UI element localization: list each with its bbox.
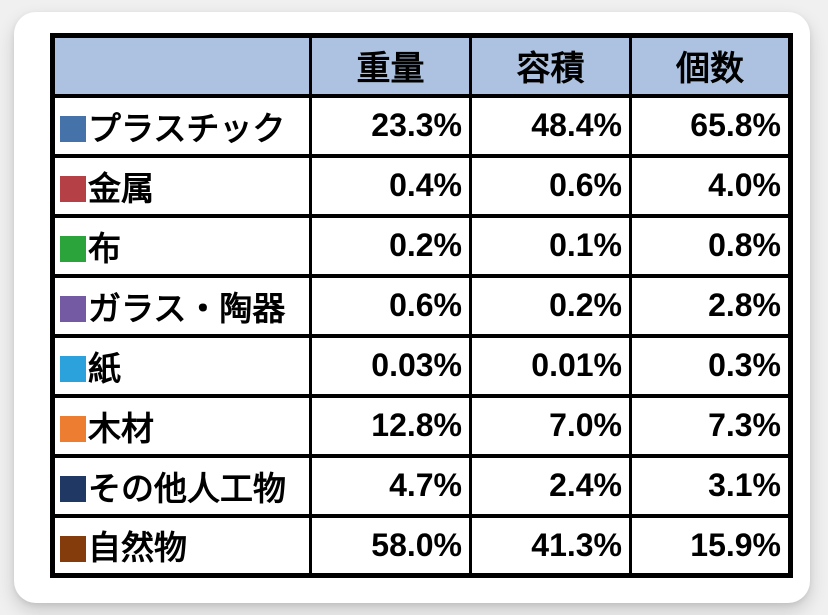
- cell-count: 2.8%: [629, 274, 792, 337]
- cell-count: 0.3%: [629, 334, 792, 397]
- row-label-text: 紙: [88, 349, 121, 387]
- cell-weight: 0.4%: [309, 154, 472, 217]
- legend-swatch-wood: [60, 415, 86, 442]
- cell-count: 0.8%: [629, 214, 792, 277]
- cell-weight: 0.6%: [309, 274, 472, 337]
- cell-count: 15.9%: [629, 514, 792, 577]
- legend-swatch-glass-ceramics: [60, 295, 86, 322]
- header-row: 重量 容積 個数: [51, 34, 792, 97]
- table-row: 金属 0.4% 0.6% 4.0%: [51, 154, 792, 217]
- row-label-metal: 金属: [51, 154, 312, 217]
- table-row: ガラス・陶器 0.6% 0.2% 2.8%: [51, 274, 792, 337]
- legend-swatch-other-artificial: [60, 475, 86, 502]
- row-label-text: その他人工物: [88, 469, 286, 507]
- header-volume: 容積: [469, 34, 632, 97]
- row-label-other-artificial: その他人工物: [51, 454, 312, 517]
- legend-swatch-natural: [60, 535, 86, 562]
- cell-volume: 0.2%: [469, 274, 632, 337]
- cell-volume: 2.4%: [469, 454, 632, 517]
- table-row: 布 0.2% 0.1% 0.8%: [51, 214, 792, 277]
- legend-swatch-plastic: [60, 115, 86, 142]
- cell-count: 65.8%: [629, 94, 792, 157]
- row-label-plastic: プラスチック: [51, 94, 312, 157]
- table-row: 木材 12.8% 7.0% 7.3%: [51, 394, 792, 457]
- cell-volume: 0.6%: [469, 154, 632, 217]
- row-label-paper: 紙: [51, 334, 312, 397]
- cell-count: 7.3%: [629, 394, 792, 457]
- cell-weight: 23.3%: [309, 94, 472, 157]
- row-label-text: 布: [88, 229, 121, 267]
- row-label-text: 自然物: [88, 529, 187, 567]
- cell-count: 4.0%: [629, 154, 792, 217]
- legend-swatch-cloth: [60, 235, 86, 262]
- cell-volume: 0.01%: [469, 334, 632, 397]
- cell-volume: 41.3%: [469, 514, 632, 577]
- row-label-glass-ceramics: ガラス・陶器: [51, 274, 312, 337]
- cell-weight: 12.8%: [309, 394, 472, 457]
- row-label-text: 木材: [88, 409, 154, 447]
- cell-count: 3.1%: [629, 454, 792, 517]
- header-weight: 重量: [309, 34, 472, 97]
- table-row: その他人工物 4.7% 2.4% 3.1%: [51, 454, 792, 517]
- cell-weight: 0.2%: [309, 214, 472, 277]
- header-count: 個数: [629, 34, 792, 97]
- row-label-cloth: 布: [51, 214, 312, 277]
- composition-table: 重量 容積 個数 プラスチック 23.3% 48.4% 65.8% 金属 0.4…: [50, 33, 793, 578]
- legend-swatch-paper: [60, 355, 86, 382]
- table-row: 自然物 58.0% 41.3% 15.9%: [51, 514, 792, 577]
- cell-volume: 7.0%: [469, 394, 632, 457]
- row-label-text: プラスチック: [88, 109, 286, 147]
- cell-volume: 0.1%: [469, 214, 632, 277]
- cell-weight: 4.7%: [309, 454, 472, 517]
- cell-weight: 58.0%: [309, 514, 472, 577]
- legend-swatch-metal: [60, 175, 86, 202]
- row-label-natural: 自然物: [51, 514, 312, 577]
- cell-volume: 48.4%: [469, 94, 632, 157]
- row-label-wood: 木材: [51, 394, 312, 457]
- row-label-text: 金属: [88, 169, 154, 207]
- row-label-text: ガラス・陶器: [88, 289, 286, 327]
- cell-weight: 0.03%: [309, 334, 472, 397]
- table-row: プラスチック 23.3% 48.4% 65.8%: [51, 94, 792, 157]
- table-card: 重量 容積 個数 プラスチック 23.3% 48.4% 65.8% 金属 0.4…: [14, 12, 810, 603]
- header-empty-cell: [51, 34, 312, 97]
- table-row: 紙 0.03% 0.01% 0.3%: [51, 334, 792, 397]
